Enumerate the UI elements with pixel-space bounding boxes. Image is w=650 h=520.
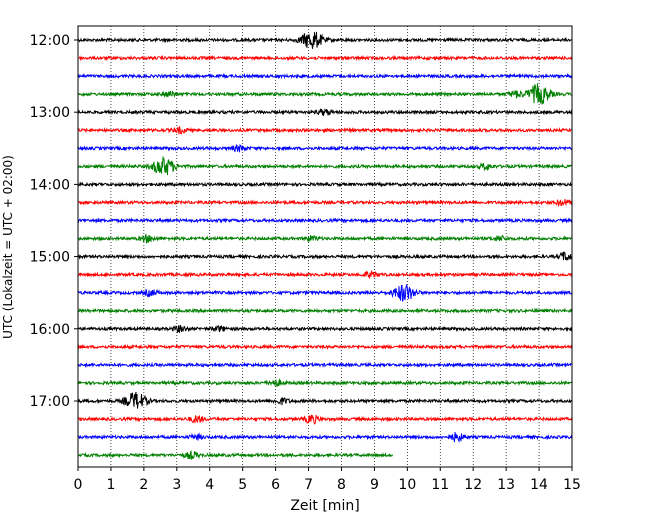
trace-1330-blue	[77, 143, 573, 153]
x-tick-label: 2	[139, 477, 148, 493]
trace-1745-green	[77, 450, 393, 460]
x-tick-label: 12	[464, 477, 482, 493]
x-tick-label: 4	[205, 477, 214, 493]
x-tick-label: 9	[370, 477, 379, 493]
trace-1530-blue	[77, 283, 573, 302]
x-tick-label: 8	[337, 477, 346, 493]
trace-1645-green	[77, 378, 573, 388]
trace-1445-green	[77, 233, 573, 244]
trace-1730-blue	[77, 431, 573, 444]
x-tick-label: 14	[530, 477, 548, 493]
trace-1400-black	[77, 181, 573, 188]
y-tick-label: 16:00	[30, 322, 70, 338]
x-axis-ticks: 0 1 2 3 4 5 6 7 8 9 10 11 12 13 14 15	[74, 467, 581, 493]
trace-1615-red	[77, 343, 573, 351]
x-tick-label: 7	[304, 477, 313, 493]
trace-1430-blue	[77, 217, 573, 224]
trace-1700-black	[77, 391, 573, 409]
y-tick-label: 13:00	[30, 105, 70, 121]
trace-1630-blue	[77, 361, 573, 369]
x-tick-label: 1	[106, 477, 115, 493]
trace-1345-green	[77, 156, 573, 176]
y-axis-ticks: 12:00 13:00 14:00 15:00 16:00 17:00	[30, 33, 78, 410]
trace-1715-red	[77, 414, 573, 425]
trace-1300-black	[77, 107, 573, 117]
y-tick-label: 12:00	[30, 33, 70, 49]
trace-1415-red	[77, 199, 573, 207]
x-tick-label: 11	[431, 477, 449, 493]
trace-1315-red	[77, 126, 573, 135]
trace-1230-blue	[77, 72, 573, 80]
y-tick-label: 14:00	[30, 177, 70, 193]
trace-1515-red	[77, 270, 573, 279]
x-tick-label: 3	[172, 477, 181, 493]
trace-1545-green	[77, 307, 573, 315]
y-axis-label: UTC (Lokalzeit = UTC + 02:00)	[1, 155, 15, 339]
trace-1200-black	[77, 31, 573, 49]
y-tick-label: 15:00	[30, 250, 70, 266]
x-tick-label: 13	[497, 477, 515, 493]
trace-1215-red	[77, 54, 573, 62]
trace-1600-black	[77, 324, 573, 334]
x-tick-label: 5	[238, 477, 247, 493]
plot-frame	[77, 25, 573, 468]
x-tick-label: 15	[563, 477, 581, 493]
x-tick-label: 0	[74, 477, 83, 493]
trace-1245-green	[77, 83, 573, 105]
x-tick-label: 6	[271, 477, 280, 493]
y-tick-label: 17:00	[30, 394, 70, 410]
seismogram-traces	[77, 31, 573, 460]
trace-1500-black	[77, 251, 573, 261]
x-tick-label: 10	[398, 477, 416, 493]
x-axis-label: Zeit [min]	[290, 498, 359, 514]
